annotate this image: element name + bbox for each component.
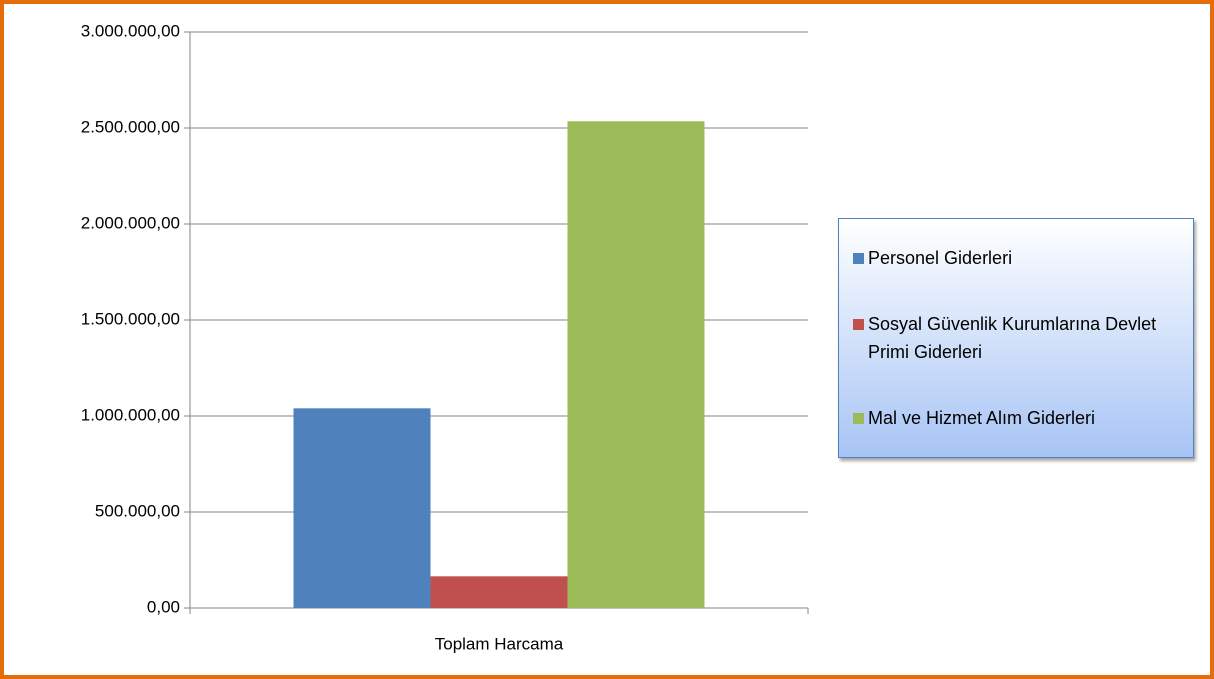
legend: Personel Giderleri Sosyal Güvenlik Kuruml… — [838, 218, 1194, 458]
bar — [430, 576, 568, 608]
legend-label: Personel Giderleri — [868, 248, 1013, 268]
y-tick-label: 0,00 — [147, 597, 180, 616]
bar — [567, 121, 705, 608]
legend-entry: Personel Giderleri — [853, 244, 1185, 272]
y-tick-label: 2.500.000,00 — [81, 117, 180, 136]
legend-swatch — [853, 413, 864, 424]
y-tick-label: 500.000,00 — [95, 501, 180, 520]
legend-label: Mal ve Hizmet Alım Giderleri — [868, 408, 1096, 428]
y-tick-label: 2.000.000,00 — [81, 213, 180, 232]
x-tick-label: Toplam Harcama — [435, 634, 564, 653]
legend-entry: Sosyal Güvenlik Kurumlarına Devlet Primi… — [853, 310, 1185, 366]
bar — [293, 408, 431, 608]
y-tick-label: 3.000.000,00 — [81, 21, 180, 40]
y-tick-label: 1.500.000,00 — [81, 309, 180, 328]
legend-entry: Mal ve Hizmet Alım Giderleri — [853, 404, 1185, 432]
y-tick-label: 1.000.000,00 — [81, 405, 180, 424]
legend-label: Sosyal Güvenlik Kurumlarına Devlet Primi… — [868, 314, 1157, 362]
legend-swatch — [853, 253, 864, 264]
legend-swatch — [853, 319, 864, 330]
